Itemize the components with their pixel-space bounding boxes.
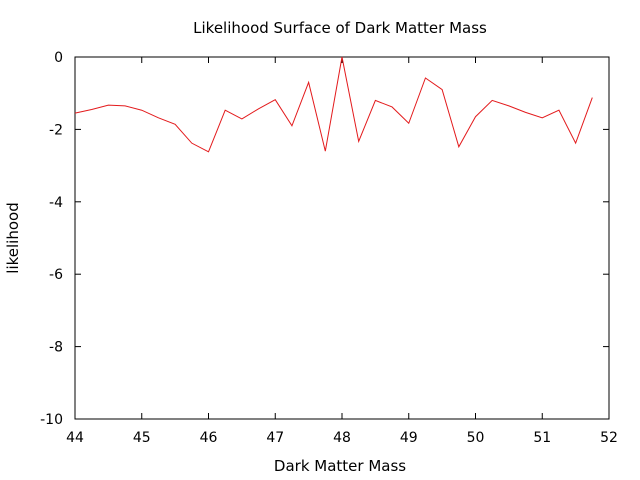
y-tick-label: -4 <box>49 195 63 211</box>
y-tick-label: -6 <box>49 267 63 283</box>
y-tick-label: -8 <box>49 340 63 356</box>
plot-frame <box>74 56 610 420</box>
series-layer <box>74 56 593 153</box>
x-tick-label: 52 <box>600 430 618 446</box>
y-tick-label: -10 <box>40 412 63 428</box>
x-tick-label: 50 <box>467 430 485 446</box>
x-tick-label: 49 <box>400 430 418 446</box>
x-tick-label: 47 <box>266 430 284 446</box>
x-tick-label: 44 <box>66 430 84 446</box>
x-tick-label: 48 <box>333 430 351 446</box>
chart-title: Likelihood Surface of Dark Matter Mass <box>193 19 487 37</box>
x-tick-label: 45 <box>133 430 151 446</box>
likelihood-series-line <box>74 56 593 153</box>
y-tick-label: 0 <box>54 50 63 66</box>
x-axis-label: Dark Matter Mass <box>274 457 406 475</box>
y-axis-label: likelihood <box>4 202 22 273</box>
x-tick-label: 46 <box>200 430 218 446</box>
y-tick-label: -2 <box>49 122 63 138</box>
axis-ticks <box>74 56 610 420</box>
tick-labels: 44 45 46 47 48 49 50 51 52 0 -2 -4 -6 -8 -10 <box>40 50 618 446</box>
x-tick-label: 51 <box>533 430 551 446</box>
